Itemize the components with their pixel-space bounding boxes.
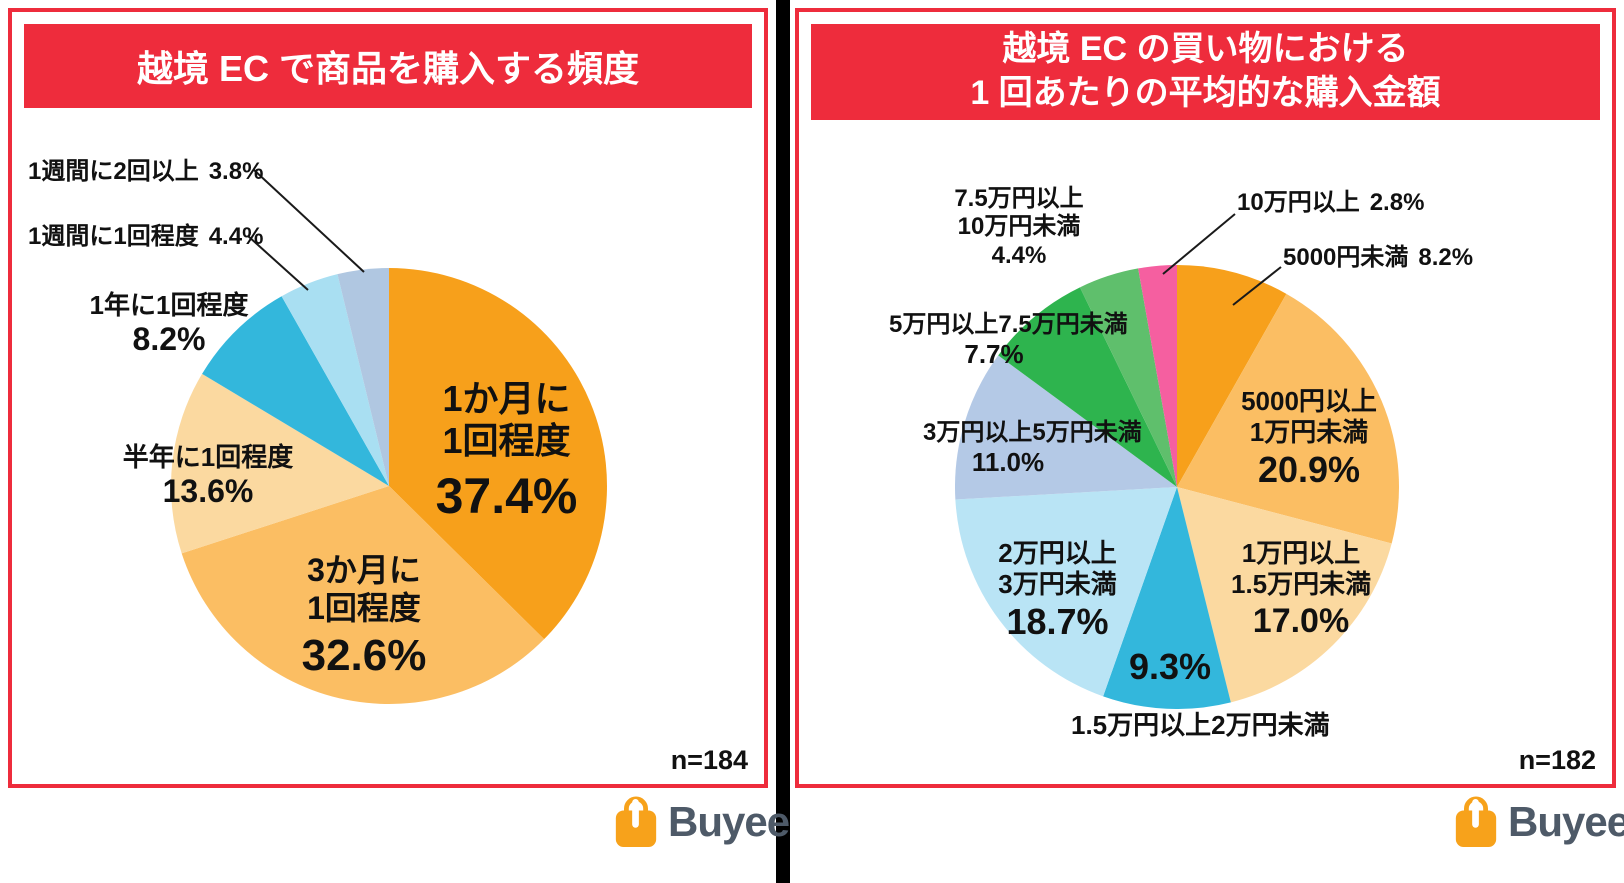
- slice-label-10k-15k: 1万円以上 1.5万円未満 17.0%: [1231, 538, 1372, 641]
- slice-label-75k-100k: 7.5万円以上 10万円未満 4.4%: [954, 185, 1084, 269]
- pie-slice-15k-20k: [1103, 487, 1231, 709]
- buyee-logo-text: Buyee: [1508, 798, 1624, 845]
- pie-chart-frequency: [171, 268, 607, 704]
- pie-chart-amount: [955, 265, 1399, 709]
- chart-title-line-2: 1 回あたりの平均的な購入金額: [970, 74, 1441, 112]
- pie-slice-twice-weekly: [337, 268, 389, 486]
- pie-slice-30k-50k: [955, 355, 1177, 500]
- pie-slice-5000-10k: [1177, 293, 1399, 544]
- pie-slice-quarterly: [181, 486, 545, 704]
- buyee-logo-text: Buyee: [668, 798, 790, 845]
- sample-size-label: n=184: [670, 745, 748, 775]
- pie-slice-50k-75k: [998, 287, 1177, 487]
- slice-label-half-year: 半年に1回程度 13.6%: [122, 442, 294, 509]
- chart-title-line-1: 越境 EC の買い物における: [1002, 30, 1409, 69]
- pie-slice-over-100k: [1138, 265, 1177, 487]
- slice-label-twice-weekly: 1週間に2回以上 3.8%: [28, 158, 264, 185]
- buyee-logo: Buyee: [612, 793, 790, 851]
- slice-label-yearly: 1年に1回程度 8.2%: [89, 290, 249, 357]
- amount-chart-panel: 越境 EC の買い物における 1 回あたりの平均的な購入金額 7.5万円以上 1…: [795, 8, 1616, 788]
- slice-label-monthly: 1か月に 1回程度 37.4%: [435, 378, 578, 524]
- chart-title: 越境 EC で商品を購入する頻度: [136, 48, 639, 89]
- slice-label-under-5000: 5000円未満 8.2%: [1283, 244, 1474, 271]
- pie-slice-20k-30k: [955, 487, 1177, 697]
- slice-label-20k-30k: 2万円以上 3万円未満 18.7%: [998, 538, 1117, 643]
- chart-title-banner: 越境 EC の買い物における 1 回あたりの平均的な購入金額: [811, 24, 1600, 120]
- slice-label-over-100k: 10万円以上 2.8%: [1237, 189, 1425, 216]
- pie-slice-75k-100k: [1079, 268, 1177, 487]
- pie-slice-monthly: [389, 268, 607, 640]
- pie-slice-half-year: [171, 373, 389, 554]
- chart-title-banner: 越境 EC で商品を購入する頻度: [24, 24, 752, 108]
- frequency-chart-panel: 越境 EC で商品を購入する頻度 1週間に2回以上 3.8% 1週間に1回程度 4.…: [8, 8, 768, 788]
- slice-label-5000-10k: 5000円以上 1万円未満 20.9%: [1241, 386, 1377, 491]
- sample-size-label: n=182: [1518, 745, 1596, 775]
- pie-slice-under-5000: [1177, 265, 1287, 487]
- slice-label-30k-50k: 3万円以上5万円未満 11.0%: [923, 419, 1142, 478]
- slice-pct-15k-20k: 9.3%: [1129, 646, 1212, 687]
- leader-line-twice-weekly: [253, 169, 365, 273]
- buyee-bag-icon: [1455, 796, 1497, 847]
- slice-label-15k-20k: 1.5万円以上2万円未満: [1071, 710, 1330, 740]
- slice-label-quarterly: 3か月に 1回程度 32.6%: [301, 552, 427, 680]
- pie-slice-weekly: [281, 274, 389, 486]
- slice-label-50k-75k: 5万円以上7.5万円未満 7.7%: [889, 311, 1128, 370]
- buyee-logo: Buyee: [1452, 793, 1624, 851]
- panel-divider: [776, 0, 790, 883]
- buyee-bag-icon: [615, 796, 657, 847]
- pie-slice-10k-15k: [1177, 487, 1392, 703]
- slice-label-weekly: 1週間に1回程度 4.4%: [28, 223, 264, 250]
- pie-slice-yearly: [202, 296, 389, 486]
